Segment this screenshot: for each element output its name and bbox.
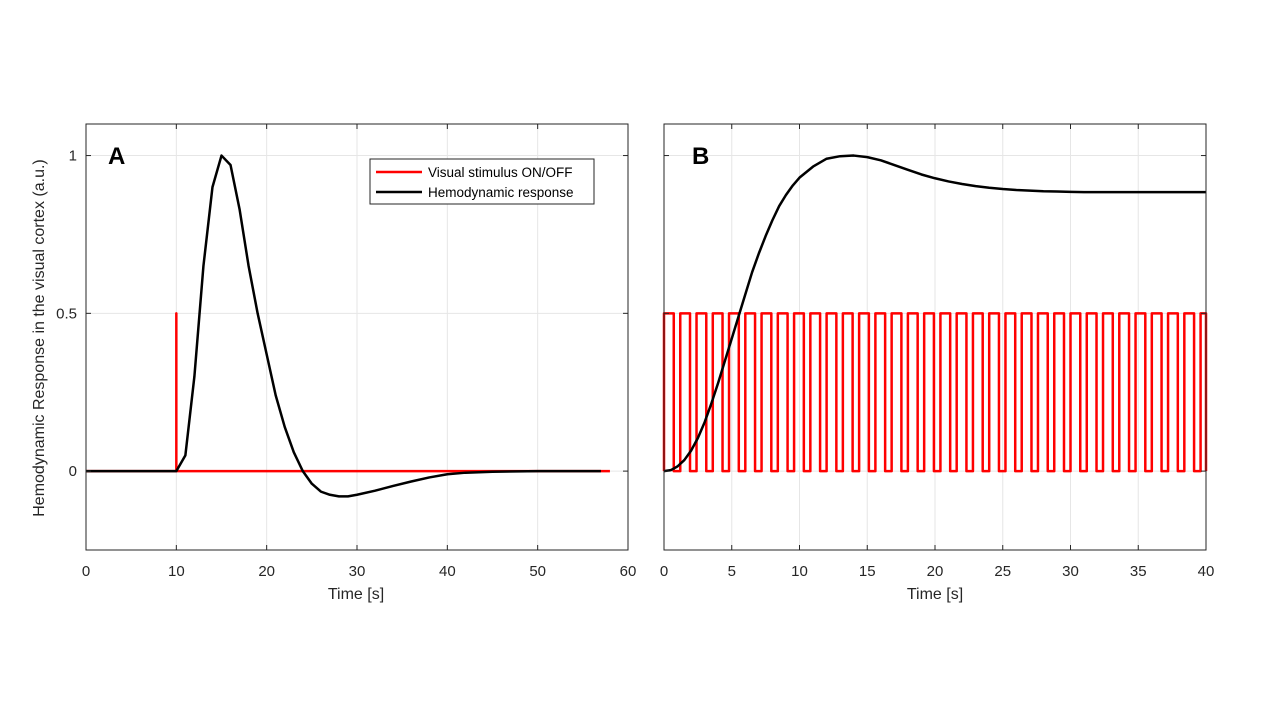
- panel-a-ytick-label: 0: [69, 463, 77, 480]
- panel-b-xtick-label: 20: [927, 563, 944, 580]
- panel-b: 0 5 10 15 20 25 30 35 40 Time [s] B: [660, 123, 1215, 603]
- panel-a-xlabel: Time [s]: [328, 586, 384, 603]
- panel-b-xtick-label: 0: [660, 563, 668, 580]
- panel-a-letter: A: [108, 143, 125, 170]
- legend-label-stimulus: Visual stimulus ON/OFF: [428, 165, 573, 180]
- panel-a-xtick-label: 20: [258, 563, 275, 580]
- panel-a-xtick-label: 30: [349, 563, 366, 580]
- panel-a-legend: Visual stimulus ON/OFF Hemodynamic respo…: [369, 158, 595, 205]
- panel-b-xtick-label: 40: [1198, 563, 1215, 580]
- panel-a-xtick-label: 60: [620, 563, 637, 580]
- legend-box: [369, 158, 595, 205]
- y-axis-label: Hemodynamic Response in the visual corte…: [31, 159, 48, 517]
- panel-a-series: [86, 154, 610, 498]
- panel-b-ticks: 0 5 10 15 20 25 30 35 40: [660, 124, 1215, 580]
- panel-b-xtick-label: 35: [1130, 563, 1147, 580]
- panel-b-xtick-label: 10: [791, 563, 808, 580]
- panel-b-stimulus-line: [662, 312, 1208, 473]
- panel-a-ytick-label: 0.5: [56, 305, 77, 322]
- panel-b-xtick-label: 30: [1062, 563, 1079, 580]
- panel-b-xtick-label: 25: [994, 563, 1011, 580]
- panel-a-hemodynamic-line: [86, 154, 601, 498]
- panel-b-xlabel: Time [s]: [907, 586, 963, 603]
- legend-label-hemodynamic: Hemodynamic response: [428, 185, 574, 200]
- panel-a: 0 10 20 30 40 50 60 0 0.5 1 Time [s] A: [56, 123, 636, 603]
- panel-a-xtick-label: 10: [168, 563, 185, 580]
- panel-a-xtick-label: 0: [82, 563, 90, 580]
- panel-a-ytick-label: 1: [69, 148, 77, 165]
- panel-b-letter: B: [692, 143, 709, 170]
- panel-b-hemodynamic-line: [663, 154, 1206, 473]
- panel-b-xtick-label: 15: [859, 563, 876, 580]
- panel-a-ticks: 0 10 20 30 40 50 60 0 0.5 1: [56, 124, 636, 580]
- panel-a-xtick-label: 40: [439, 563, 456, 580]
- panel-b-series: [662, 154, 1208, 473]
- panel-b-xtick-label: 5: [728, 563, 736, 580]
- panel-a-xtick-label: 50: [529, 563, 546, 580]
